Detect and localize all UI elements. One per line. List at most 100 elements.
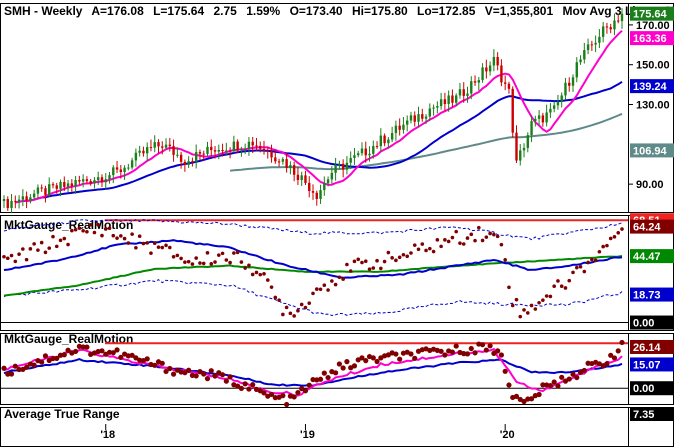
rm2-dot [250,382,256,388]
rm1-dot [296,308,300,313]
rm2-dot [208,368,214,374]
candle-body [85,179,89,182]
candle-body [534,118,537,122]
candle-body [345,162,349,170]
candle-body [364,148,367,156]
candle-body [172,146,175,155]
panel3-title: MktGauge_RealMotion [4,332,133,346]
candle-body [439,99,443,107]
rm2-dot [50,355,56,362]
rm2-dot [152,362,158,368]
rm1-dot [567,278,572,283]
rm2-dot [182,370,188,376]
candle-body [262,148,266,151]
rm2-dot [118,354,124,361]
rm1-dot [345,262,349,267]
rm2-dot [163,368,169,375]
rm2-dot [170,371,177,377]
header-v: V=1,355,801 [485,4,554,18]
price-tag-3-label: 106.94 [633,145,668,157]
rm1-dot [36,248,40,252]
candle-body [323,183,326,191]
rm2-dot [495,348,501,354]
header-symbol: SMH - Weekly [4,4,83,18]
rm1-dot [209,262,214,266]
rm1-dot [62,236,67,241]
rm1-dot [616,230,621,235]
rm2-dot [238,385,245,392]
price-tag-0-box [630,6,674,21]
rm1-dot [597,249,602,254]
rm1-dot [318,287,323,292]
rm1-dot [412,243,417,247]
candle-body [48,184,51,195]
rm1-dot [382,259,387,264]
candle-body [149,147,153,149]
candle-body [383,135,386,144]
candle-body [289,165,292,168]
candle-body [537,115,541,119]
rm1-dot [2,254,6,259]
rm2-dot [412,355,418,361]
rm1-dot [522,308,526,312]
rm1-dot [85,229,89,234]
candle-body [168,144,172,147]
candle-body [104,179,107,183]
rm1-band-lower [3,279,623,317]
candle-body [29,197,32,201]
rm1-dot [66,242,70,247]
rm1-dot [574,265,579,270]
price-tag-0-label: 175.64 [633,9,668,21]
candle-body [304,175,307,183]
rm2-dot [608,352,614,358]
rm2-dot [344,359,350,365]
candle-body [481,67,484,81]
rm2-dot [336,361,342,367]
rm1-dot [416,247,421,252]
candle-body [421,114,424,119]
rm1-dot [608,236,613,241]
rm1-tag-4-box [630,315,674,330]
rm1-dot [495,234,500,239]
rm1-dot [405,254,410,259]
candle-body [115,167,119,170]
rm1-dot [58,238,63,243]
price-tag-0: 175.64 [630,6,674,21]
rm1-dot [262,272,266,276]
candle-body [145,147,149,154]
candle-body [285,159,288,168]
rm1-dot [17,252,21,256]
candle-body [609,27,612,30]
candle-body [14,200,17,202]
rm1-dot [397,255,402,260]
rm1-dot [552,284,556,288]
candle-body [127,167,130,169]
rm2-dot [72,348,79,355]
candle-body [157,142,160,147]
candle-body [70,183,74,187]
rm1-dot [510,303,515,308]
rm2-dot [570,371,576,377]
rm2-dot [502,368,508,374]
rm2-dot [204,376,211,382]
rm2-dot [16,366,22,373]
price-tag-1: 163.36 [630,31,674,46]
rm1-dot [586,260,590,265]
candle-body [112,167,115,176]
candle-body [598,36,601,43]
rm2-dot [186,367,192,373]
rm2-dot [498,352,505,358]
rm2-dot [521,398,527,405]
rm1-dot [541,298,545,302]
rm2-dot [487,343,493,349]
price-tick-label: 90.00 [636,179,664,191]
rm1-dot [514,297,519,302]
rm1-dot [107,226,112,231]
rm1-dot [507,285,511,290]
candle-body [183,161,187,165]
rm2-dot [302,388,309,394]
candle-body [402,124,405,130]
rm2-dot [374,358,380,365]
rm1-dot [164,243,168,248]
rm1-dot [499,242,504,247]
